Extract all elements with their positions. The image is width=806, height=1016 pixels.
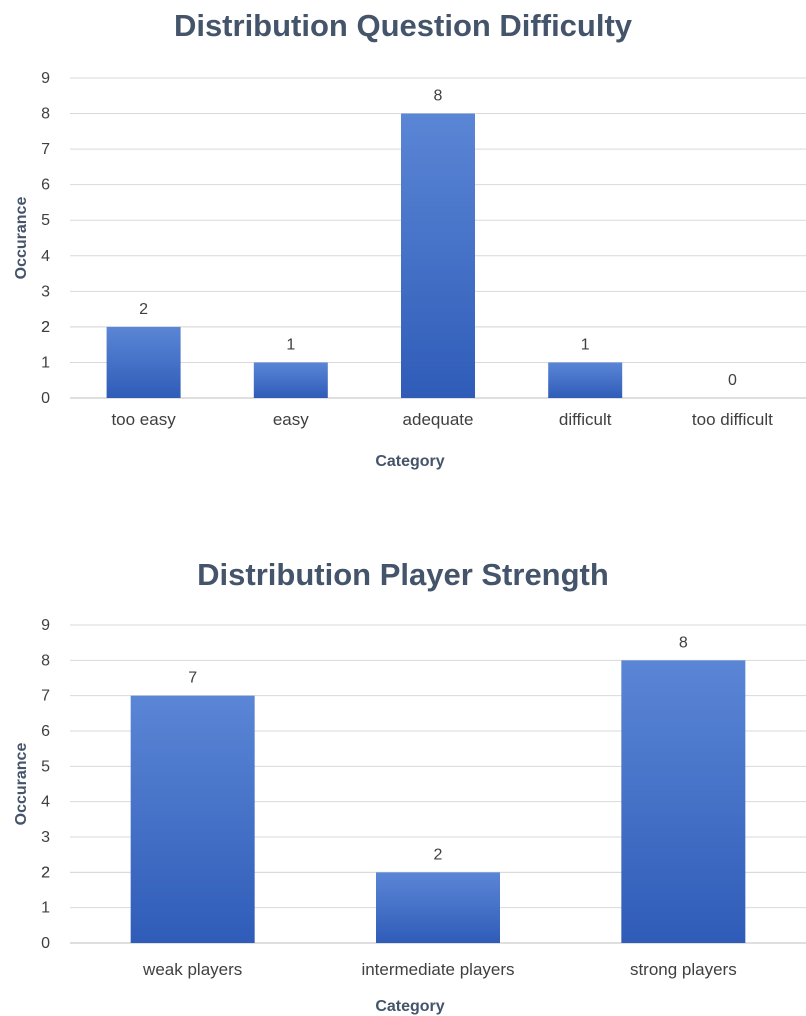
- y-tick-label: 1: [41, 354, 50, 371]
- y-tick-label: 5: [41, 758, 50, 775]
- y-tick-label: 9: [41, 70, 50, 87]
- y-tick-label: 2: [41, 864, 50, 881]
- y-tick-label: 0: [41, 935, 50, 952]
- data-label: 1: [286, 336, 295, 353]
- x-tick-label: strong players: [630, 960, 737, 979]
- y-tick-label: 4: [41, 248, 50, 265]
- chart-title: Distribution Player Strength: [197, 557, 609, 592]
- chart-question-difficulty: Distribution Question Difficulty 0 1 2 2 3 4 5…: [0, 0, 806, 490]
- y-axis-title: Occurance: [13, 743, 30, 826]
- bar: [621, 660, 746, 943]
- chart-player-strength: Distribution Player Strength 0 1 2 2 3 4 5 6 7 8 9…: [0, 545, 806, 1016]
- y-tick-label: 1: [41, 900, 50, 917]
- chart-title: Distribution Question Difficulty: [173, 8, 633, 43]
- y-tick-label: 8: [41, 652, 50, 669]
- data-label: 1: [581, 336, 590, 353]
- data-label: 7: [188, 670, 197, 687]
- x-tick-label: adequate: [403, 410, 474, 429]
- data-label: 2: [139, 301, 148, 318]
- bar: [130, 695, 255, 943]
- y-tick-label: 2: [41, 319, 50, 336]
- x-tick-label: too difficult: [692, 410, 773, 429]
- y-tick-label: 3: [41, 829, 50, 846]
- y-tick-label: 2: [41, 864, 50, 881]
- y-tick-label: 8: [41, 106, 50, 123]
- y-tick-label: 2: [41, 319, 50, 336]
- data-label: 8: [434, 88, 443, 105]
- x-axis-title: Category: [375, 998, 444, 1015]
- y-tick-label: 3: [41, 283, 50, 300]
- x-tick-label: too easy: [111, 410, 176, 429]
- y-tick-label: 7: [41, 688, 50, 705]
- y-tick-label: 4: [41, 794, 50, 811]
- x-axis-title: Category: [375, 453, 444, 470]
- bar: [106, 326, 181, 398]
- y-tick-label: 5: [41, 212, 50, 229]
- bar: [401, 113, 475, 399]
- y-axis-title: Occurance: [13, 197, 30, 280]
- data-label: 2: [434, 846, 443, 863]
- x-tick-label: intermediate players: [361, 960, 514, 979]
- y-tick-label: 7: [41, 141, 50, 158]
- bar: [253, 362, 328, 398]
- bar: [548, 362, 623, 398]
- data-label: 0: [728, 372, 737, 389]
- y-tick-label: 0: [41, 390, 50, 407]
- y-tick-label: 6: [41, 177, 50, 194]
- x-tick-label: difficult: [559, 410, 612, 429]
- x-tick-label: easy: [273, 410, 309, 429]
- bar: [376, 872, 500, 943]
- y-tick-label: 9: [41, 617, 50, 634]
- x-tick-label: weak players: [142, 960, 242, 979]
- y-tick-label: 6: [41, 723, 50, 740]
- data-label: 8: [679, 634, 688, 651]
